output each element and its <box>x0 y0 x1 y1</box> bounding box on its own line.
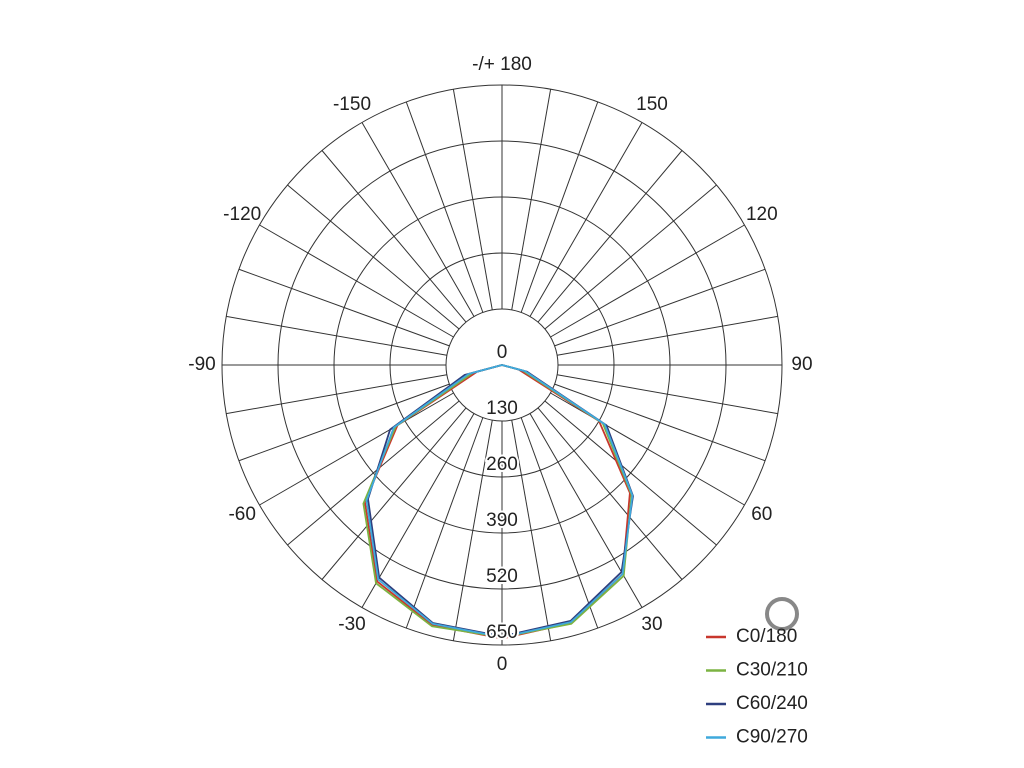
r-tick-label: 390 <box>486 510 518 531</box>
logo-icon <box>765 597 799 631</box>
grid-ring <box>277 140 727 590</box>
angle-tick-label: -/+ 180 <box>472 54 532 75</box>
grid-ring <box>389 252 615 478</box>
legend-label: C60/240 <box>736 693 808 714</box>
grid-ring <box>221 84 783 646</box>
angle-tick-label: 120 <box>746 204 778 225</box>
angle-tick-label: -30 <box>338 614 365 635</box>
legend-label: C90/270 <box>736 727 808 748</box>
legend-label: C0/180 <box>736 626 797 647</box>
grid-ring <box>333 196 671 534</box>
angle-tick-label: -120 <box>223 204 261 225</box>
r-tick-label: 130 <box>486 398 518 419</box>
angle-tick-label: 150 <box>636 94 668 115</box>
angle-tick-label: 60 <box>751 504 772 525</box>
r-tick-label: 520 <box>486 566 518 587</box>
angle-tick-label: 0 <box>497 654 508 675</box>
grid-ring <box>445 308 559 422</box>
logo <box>765 597 799 631</box>
r-tick-label: 0 <box>497 342 508 363</box>
series-line <box>365 364 634 639</box>
r-tick-label: 260 <box>486 454 518 475</box>
angle-tick-label: 90 <box>791 354 812 375</box>
angle-tick-label: 30 <box>641 614 662 635</box>
angle-tick-label: -90 <box>188 354 215 375</box>
legend-label: C30/210 <box>736 660 808 681</box>
angle-tick-label: -150 <box>333 94 371 115</box>
angle-tick-label: -60 <box>228 504 255 525</box>
r-tick-label: 650 <box>486 622 518 643</box>
